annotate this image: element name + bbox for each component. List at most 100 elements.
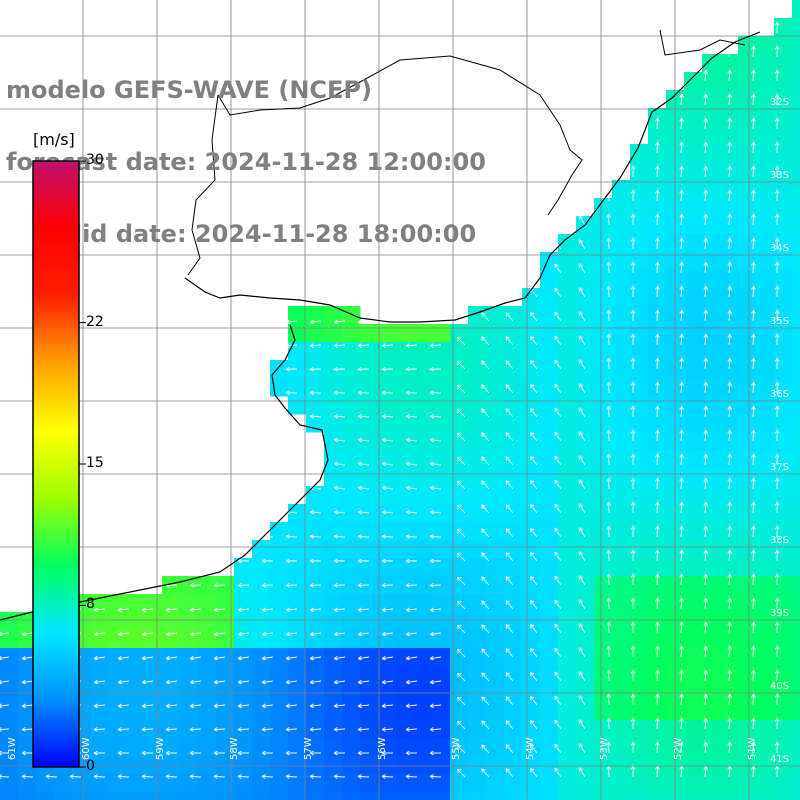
wind-speed-cell (720, 558, 739, 577)
wind-speed-cell (306, 648, 325, 667)
wind-speed-cell (72, 612, 91, 631)
wind-arrow (189, 727, 202, 732)
wind-speed-cell (414, 342, 433, 361)
wind-arrow (703, 429, 709, 442)
wind-speed-cell (414, 612, 433, 631)
wind-speed-cell (558, 378, 577, 397)
wind-arrow (237, 558, 250, 564)
wind-arrow (529, 575, 538, 586)
wind-speed-cell (216, 666, 235, 685)
wind-arrow (727, 189, 732, 202)
wind-speed-cell (108, 738, 127, 757)
wind-arrow (357, 366, 370, 372)
wind-arrow (285, 534, 298, 539)
wind-speed-cell (612, 720, 631, 739)
wind-speed-cell (792, 306, 800, 325)
wind-arrow (774, 573, 780, 586)
wind-arrow (774, 309, 780, 322)
wind-arrow (630, 765, 636, 778)
wind-speed-cell (630, 252, 649, 271)
wind-speed-cell (630, 594, 649, 613)
wind-arrow (309, 727, 322, 732)
wind-speed-cell (594, 432, 613, 451)
wind-arrow (679, 453, 684, 466)
wind-arrow (727, 573, 732, 586)
wind-arrow (309, 558, 322, 564)
wind-speed-cell (378, 558, 397, 577)
wind-speed-cell (756, 450, 775, 469)
wind-speed-cell (774, 90, 793, 109)
wind-speed-cell (432, 414, 451, 433)
wind-speed-cell (414, 774, 433, 793)
wind-speed-cell (396, 792, 415, 800)
wind-speed-cell (306, 522, 325, 541)
wind-speed-cell (756, 126, 775, 145)
wind-speed-cell (792, 774, 800, 793)
wind-speed-cell (540, 594, 559, 613)
wind-speed-cell (18, 648, 37, 667)
wind-arrow (751, 381, 756, 394)
wind-speed-cell (360, 738, 379, 757)
wind-speed-cell (648, 702, 667, 721)
wind-speed-cell (702, 612, 721, 631)
wind-arrow (774, 669, 780, 682)
wind-speed-cell (360, 630, 379, 649)
wind-speed-cell (756, 270, 775, 289)
longitude-label: 56W (377, 737, 388, 760)
wind-arrow (481, 696, 490, 706)
wind-speed-cell (144, 594, 163, 613)
wind-speed-cell (468, 378, 487, 397)
wind-speed-cell (180, 648, 199, 667)
wind-arrow (141, 750, 154, 756)
wind-arrow (481, 552, 490, 562)
wind-speed-cell (468, 450, 487, 469)
wind-speed-cell (378, 630, 397, 649)
wind-speed-cell (756, 594, 775, 613)
wind-speed-cell (774, 702, 793, 721)
wind-arrow (774, 333, 780, 346)
wind-speed-cell (630, 630, 649, 649)
wind-speed-cell (486, 576, 505, 595)
wind-speed-cell (540, 504, 559, 523)
wind-speed-cell (558, 738, 577, 757)
wind-arrow (429, 583, 442, 588)
wind-speed-cell (18, 738, 37, 757)
wind-speed-cell (90, 666, 109, 685)
wind-arrow (554, 551, 562, 562)
wind-speed-cell (630, 144, 649, 163)
wind-speed-cell (198, 738, 217, 757)
wind-arrow (505, 576, 514, 586)
wind-arrow (261, 727, 274, 732)
wind-speed-cell (630, 666, 649, 685)
wind-arrow (578, 335, 586, 346)
wind-speed-cell (630, 738, 649, 757)
wind-arrow (751, 429, 756, 442)
wind-speed-cell (288, 774, 307, 793)
wind-speed-cell (432, 540, 451, 559)
wind-speed-cell (774, 774, 793, 793)
wind-arrow (751, 309, 756, 322)
wind-speed-cell (288, 378, 307, 397)
wind-arrow (751, 549, 756, 562)
wind-speed-cell (504, 792, 523, 800)
wind-speed-cell (792, 738, 800, 757)
wind-speed-cell (180, 792, 199, 800)
wind-speed-cell (792, 648, 800, 667)
wind-arrow (727, 69, 732, 82)
wind-arrow (357, 534, 370, 539)
wind-speed-cell (684, 756, 703, 775)
wind-speed-cell (612, 774, 631, 793)
wind-arrow (774, 285, 780, 298)
wind-speed-cell (324, 558, 343, 577)
wind-arrow (285, 583, 298, 588)
wind-arrow (751, 45, 756, 58)
wind-arrow (727, 117, 732, 130)
wind-speed-cell (774, 270, 793, 289)
wind-speed-cell (684, 468, 703, 487)
wind-arrow (309, 703, 322, 709)
wind-speed-cell (774, 540, 793, 559)
wind-speed-cell (90, 648, 109, 667)
wind-arrow (529, 599, 538, 610)
wind-speed-cell (414, 360, 433, 379)
wind-speed-cell (486, 324, 505, 343)
